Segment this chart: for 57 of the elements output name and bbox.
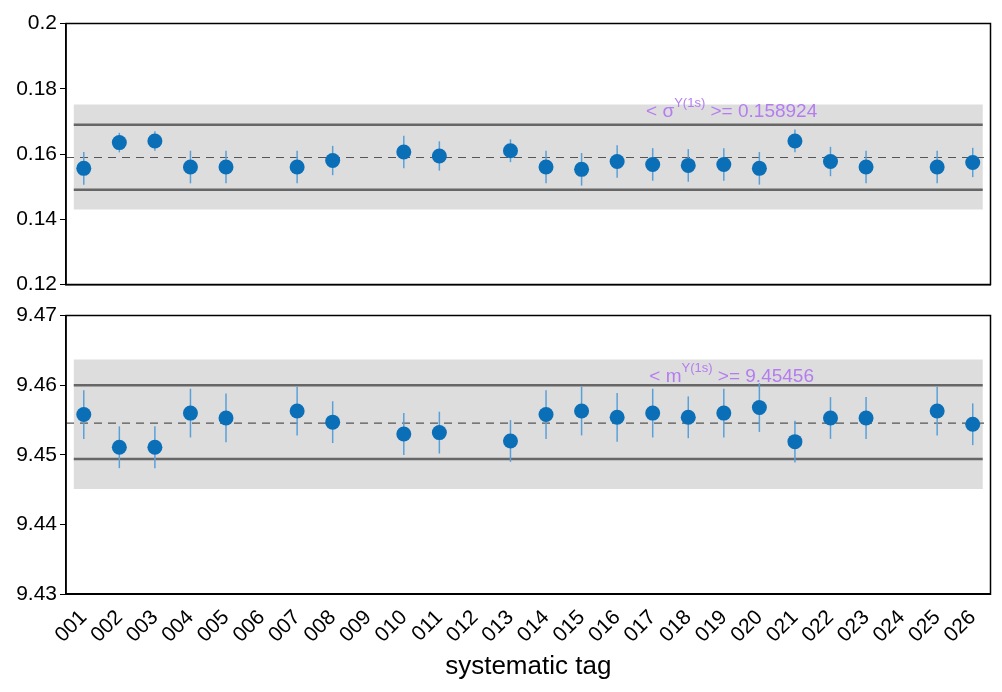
point (787, 434, 803, 450)
point (396, 144, 412, 160)
point (609, 409, 625, 425)
point (76, 407, 92, 423)
point (858, 410, 874, 426)
point (822, 410, 838, 426)
point (965, 416, 981, 432)
point (751, 160, 767, 176)
point (325, 414, 341, 430)
point (751, 400, 767, 416)
point (111, 135, 127, 151)
point (182, 405, 198, 421)
y-tick-label: 9.45 (16, 441, 57, 465)
point (929, 403, 945, 419)
point (574, 161, 590, 177)
point (502, 433, 518, 449)
y-tick-label: 0.12 (16, 271, 57, 295)
x-axis-title: systematic tag (445, 649, 612, 680)
point (680, 157, 696, 173)
y-tick-label: 9.44 (16, 511, 58, 535)
point (76, 160, 92, 176)
y-tick-label: 0.18 (16, 75, 57, 99)
point (111, 439, 127, 455)
x-tick-label: 001 (49, 604, 91, 646)
point (289, 159, 305, 175)
point (325, 153, 341, 169)
point (645, 405, 661, 421)
point (147, 133, 163, 149)
point (609, 154, 625, 169)
y-tick-label: 9.47 (16, 302, 57, 326)
point (396, 426, 412, 442)
point (716, 405, 732, 421)
y-tick-label: 9.46 (16, 372, 57, 396)
point (858, 159, 874, 175)
x-tick-label: 004 (156, 604, 198, 646)
point (538, 407, 554, 423)
point (218, 410, 234, 426)
point (502, 143, 518, 159)
y-tick-label: 0.2 (27, 10, 57, 34)
point (965, 154, 981, 170)
point (289, 403, 305, 419)
point (182, 159, 198, 175)
point (716, 156, 732, 172)
point (538, 159, 554, 175)
y-tick-label: 0.14 (16, 206, 58, 229)
point (929, 159, 945, 175)
point (680, 409, 696, 425)
point (218, 159, 234, 175)
point (822, 154, 838, 169)
y-tick-label: 0.16 (16, 140, 57, 164)
point (574, 403, 590, 419)
point (147, 439, 163, 455)
y-tick-label: 9.43 (16, 581, 57, 604)
point (787, 133, 803, 149)
point (431, 425, 447, 441)
point (645, 156, 661, 172)
point (431, 148, 447, 164)
